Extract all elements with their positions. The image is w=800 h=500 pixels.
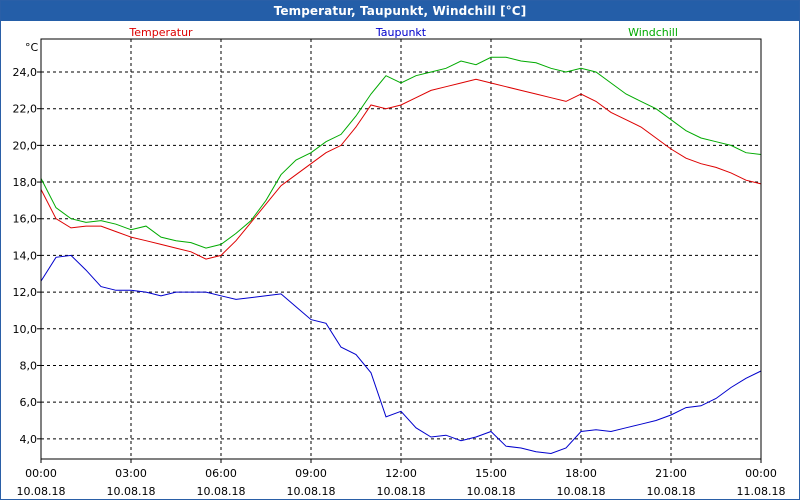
x-tick-time: 15:00 <box>475 467 507 480</box>
y-tick-label: 4,0 <box>20 433 38 446</box>
window-title: Temperatur, Taupunkt, Windchill [°C] <box>1 1 799 21</box>
chart-legend: Temperatur Taupunkt Windchill <box>128 26 678 39</box>
y-tick-label: 16,0 <box>13 213 38 226</box>
x-tick-time: 21:00 <box>655 467 687 480</box>
grid-lines <box>41 39 761 459</box>
plot-frame <box>40 38 762 460</box>
legend-windchill: Windchill <box>628 26 678 39</box>
x-tick-date: 10.08.18 <box>197 485 246 498</box>
x-tick-time: 09:00 <box>295 467 327 480</box>
legend-temperatur: Temperatur <box>128 26 193 39</box>
x-tick-time: 06:00 <box>205 467 237 480</box>
y-tick-label: 24,0 <box>13 66 38 79</box>
chart-series <box>40 56 762 455</box>
x-tick-date: 10.08.18 <box>287 485 336 498</box>
x-tick-time: 18:00 <box>565 467 597 480</box>
x-tick-time: 12:00 <box>385 467 417 480</box>
y-tick-label: 22,0 <box>13 103 38 116</box>
y-tick-label: 8,0 <box>20 359 38 372</box>
y-tick-label: 6,0 <box>20 396 38 409</box>
y-axis-label: °C <box>25 41 39 54</box>
y-axis-ticks: 4,0 6,0 8,0 10,0 12,0 14,0 16,0 18,0 20,0 22,0 24,… <box>13 66 41 446</box>
x-tick-date: 10.08.18 <box>467 485 516 498</box>
y-tick-label: 20,0 <box>13 139 38 152</box>
x-tick-date: 10.08.18 <box>557 485 606 498</box>
series-line-temperatur <box>40 78 762 260</box>
x-tick-date: 11.08.18 <box>737 485 786 498</box>
y-tick-label: 12,0 <box>13 286 38 299</box>
line-chart: °C 4,0 6,0 8,0 10,0 12,0 14,0 16,0 18,0 20,0 22,0… <box>13 26 786 498</box>
x-tick-time: 00:00 <box>745 467 777 480</box>
y-tick-label: 10,0 <box>13 323 38 336</box>
x-tick-date: 10.08.18 <box>647 485 696 498</box>
x-tick-time: 00:00 <box>25 467 57 480</box>
y-tick-label: 18,0 <box>13 176 38 189</box>
x-tick-date: 10.08.18 <box>377 485 426 498</box>
x-tick-date: 10.08.18 <box>17 485 66 498</box>
series-line-taupunkt <box>40 254 762 455</box>
x-axis-ticks: 00:00 10.08.18 03:00 10.08.18 06:00 10.08.18 0… <box>17 459 786 498</box>
y-tick-label: 14,0 <box>13 249 38 262</box>
x-tick-time: 03:00 <box>115 467 147 480</box>
series-line-windchill <box>40 56 762 249</box>
x-tick-date: 10.08.18 <box>107 485 156 498</box>
legend-taupunkt: Taupunkt <box>375 26 427 39</box>
